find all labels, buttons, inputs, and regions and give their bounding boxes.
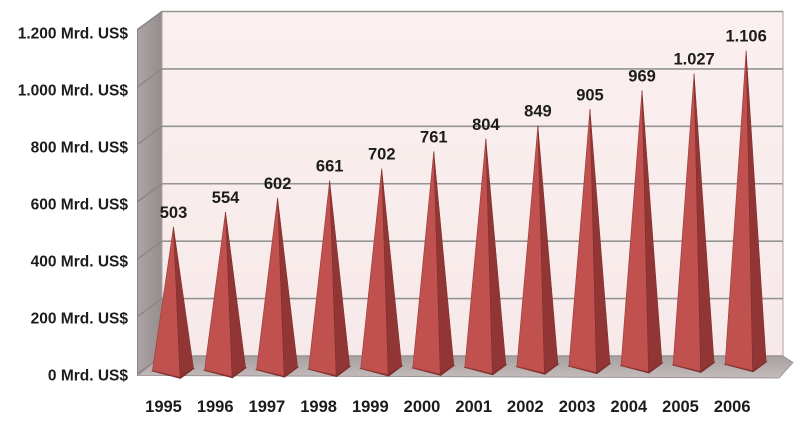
x-axis-label: 2005: [662, 398, 699, 416]
y-axis-label: 800 Mrd. US$: [31, 140, 129, 157]
pyramid-face-dark: [225, 211, 246, 377]
pyramid-face-dark: [745, 50, 767, 371]
value-label: 602: [264, 175, 292, 193]
pyramid-1996: [203, 211, 248, 379]
x-axis-label: 2000: [404, 398, 441, 416]
pyramid-face-dark: [537, 125, 559, 374]
gridline-side: [137, 10, 163, 31]
gridline-side: [137, 240, 163, 260]
pyramid-face-dark: [485, 138, 507, 374]
pyramid-1999: [359, 168, 404, 377]
y-axis-label: 600 Mrd. US$: [31, 197, 129, 214]
pyramid-2001: [463, 138, 508, 376]
pyramid-1995: [151, 226, 195, 379]
value-label: 761: [420, 128, 448, 146]
value-label: 554: [212, 189, 240, 207]
pyramid-face-dark: [589, 109, 611, 373]
value-label: 849: [524, 103, 552, 121]
pyramid-face-dark: [277, 197, 298, 377]
value-label: 905: [576, 86, 604, 104]
y-axis-label: 400 Mrd. US$: [31, 254, 129, 271]
value-label: 661: [316, 158, 344, 176]
pyramid-face-dark: [329, 180, 350, 376]
value-label: 702: [368, 146, 396, 164]
x-axis-label: 2002: [507, 398, 544, 416]
y-axis-label: 1.000 Mrd. US$: [18, 83, 129, 100]
pyramid-2002: [515, 125, 560, 375]
pyramid-2004: [619, 90, 664, 374]
pyramid-2005: [671, 73, 716, 373]
x-axis-label: 1997: [249, 398, 286, 416]
gridline-side: [137, 298, 163, 318]
x-axis-label: 1995: [145, 398, 182, 416]
value-label: 804: [472, 116, 500, 134]
x-axis-label: 1999: [352, 398, 389, 416]
pyramid-2006: [723, 50, 768, 373]
x-axis-label: 2004: [610, 398, 648, 416]
y-axis-label: 200 Mrd. US$: [31, 311, 129, 328]
pyramid-1997: [255, 197, 300, 378]
y-axis-label: 0 Mrd. US$: [48, 368, 128, 385]
value-label: 503: [160, 204, 188, 222]
pyramid-2003: [567, 109, 612, 375]
gridline-side: [137, 183, 163, 203]
x-axis-label: 1998: [300, 398, 337, 416]
pyramid-face-dark: [693, 73, 715, 372]
pyramid-face-dark: [433, 151, 455, 375]
x-axis-label: 2001: [455, 398, 492, 416]
pyramid-1998: [307, 180, 352, 378]
pyramid-face-dark: [641, 90, 663, 373]
x-axis-label: 1996: [197, 398, 234, 416]
x-axis-label: 2003: [559, 398, 596, 416]
pyramid-face-dark: [381, 168, 403, 376]
pyramid-2000: [411, 151, 456, 376]
x-axis-label: 2006: [714, 398, 751, 416]
y-axis-label: 1.200 Mrd. US$: [18, 26, 129, 43]
gridline-side: [137, 68, 163, 88]
pyramid-face-dark: [173, 226, 194, 378]
value-label: 1.027: [673, 51, 714, 69]
value-label: 1.106: [726, 27, 767, 45]
value-label: 969: [628, 68, 656, 86]
gridline-side: [137, 125, 163, 145]
